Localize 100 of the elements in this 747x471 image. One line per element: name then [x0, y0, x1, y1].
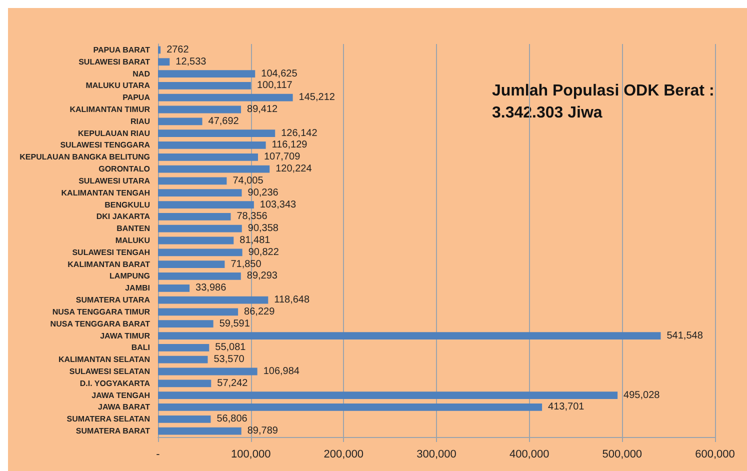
x-tick-label: 500,000: [602, 448, 642, 460]
y-tick-label: SULAWESI SELATAN: [69, 367, 150, 376]
data-label: 103,343: [260, 199, 297, 210]
data-label: 71,850: [230, 258, 262, 270]
bar: [158, 368, 258, 376]
data-label: 89,412: [247, 104, 278, 115]
data-label: 74,005: [232, 175, 264, 186]
data-label: 55,081: [215, 342, 246, 354]
bar: [158, 106, 242, 114]
bar: [158, 58, 170, 66]
y-tick-label: PAPUA BARAT: [93, 45, 150, 54]
y-tick-label: SULAWESI TENGAH: [72, 248, 150, 257]
bar: [158, 165, 270, 173]
y-tick-label: SUMATERA BARAT: [76, 426, 150, 436]
y-tick-label: SULAWESI BARAT: [78, 57, 150, 66]
x-tick-label: 600,000: [695, 448, 735, 460]
bar: [158, 427, 242, 435]
y-tick-label: BANTEN: [116, 224, 150, 234]
y-tick-label: DKI JAKARTA: [96, 212, 150, 222]
y-tick-label: JAWA BARAT: [98, 402, 150, 412]
data-label: 116,129: [272, 140, 308, 151]
x-tick-label: 200,000: [324, 448, 364, 460]
bar: [158, 260, 225, 268]
y-tick-label: KALIMANTAN TIMUR: [70, 105, 150, 114]
data-label: 12,533: [176, 56, 207, 68]
bar: [158, 344, 210, 352]
y-tick-label: RIAU: [130, 116, 150, 126]
y-tick-label: JAWA TENGAH: [92, 390, 150, 400]
bar: [158, 380, 212, 388]
data-label: 56,806: [216, 414, 248, 425]
bar: [158, 130, 276, 138]
y-tick-label: KALIMANTAN BARAT: [68, 260, 150, 269]
x-tick-label: -: [156, 448, 160, 460]
y-tick-label: SULAWESI TENGGARA: [60, 140, 150, 150]
data-label: 90,358: [248, 223, 279, 234]
bar: [158, 94, 293, 102]
bar: [158, 248, 242, 256]
y-tick-label: LAMPUNG: [110, 272, 150, 281]
annotation: Jumlah Populasi ODK Berat : 3.342.303 Jiwa: [492, 82, 719, 122]
bar: [158, 224, 242, 232]
y-tick-label: BENGKULU: [104, 200, 150, 210]
bar: [158, 308, 238, 316]
data-label: 104,625: [261, 68, 298, 80]
y-tick-label: KEPULAUAN BANGKA BELITUNG: [20, 152, 150, 162]
y-tick-label: SUMATERA SELATAN: [66, 414, 150, 424]
data-label: 120,224: [276, 164, 312, 175]
y-tick-label: KEPULAUAN RIAU: [78, 128, 150, 138]
x-tick-label: 300,000: [416, 448, 456, 460]
data-label: 53,570: [214, 354, 245, 366]
y-tick-label: NAD: [132, 69, 150, 78]
y-tick-label: NUSA TENGGARA BARAT: [50, 319, 150, 328]
bar: [158, 332, 661, 340]
bar: [158, 272, 241, 280]
bar: [158, 70, 256, 78]
data-label: 47,692: [208, 116, 240, 127]
data-label: 59,591: [219, 318, 250, 330]
y-tick-label: KALIMANTAN SELATAN: [58, 355, 150, 364]
y-tick-label: SULAWESI UTARA: [78, 176, 150, 186]
bar: [158, 284, 190, 292]
bar: [158, 236, 234, 244]
data-label: 90,236: [248, 187, 279, 198]
y-tick-label: D.I. YOGYAKARTA: [80, 378, 150, 388]
data-label: 2762: [166, 44, 190, 56]
y-tick-label: MALUKU: [115, 236, 150, 245]
bar: [158, 404, 542, 411]
y-tick-label: MALUKU UTARA: [86, 81, 150, 90]
y-tick-label: NUSA TENGGARA TIMUR: [52, 307, 150, 316]
data-label: 33,986: [196, 282, 227, 294]
data-label: 118,648: [274, 294, 310, 306]
y-tick-label: SUMATERA UTARA: [76, 296, 150, 305]
data-label: 89,789: [247, 426, 278, 437]
bar: [158, 142, 266, 149]
data-label: 541,548: [666, 330, 704, 342]
bar: [158, 415, 211, 423]
y-tick-label: KALIMANTAN TENGAH: [61, 188, 150, 198]
x-tick-label: 400,000: [509, 448, 550, 460]
bar: [158, 212, 231, 220]
y-tick-label: JAWA TIMUR: [100, 331, 150, 340]
data-label: 89,293: [246, 270, 278, 282]
bar: [158, 153, 258, 161]
data-label: 81,481: [240, 235, 271, 246]
y-tick-label: GORONTALO: [98, 164, 150, 174]
y-tick-label: BALI: [131, 343, 150, 352]
bar: [158, 392, 618, 400]
y-tick-label: PAPUA: [122, 93, 150, 102]
data-label: 78,356: [236, 211, 268, 222]
bar: [158, 82, 251, 90]
data-label: 126,142: [281, 128, 318, 139]
bar: [158, 201, 254, 208]
bar: [158, 177, 227, 185]
data-label: 495,028: [624, 390, 660, 401]
bar: [158, 46, 161, 54]
data-label: 86,229: [244, 306, 276, 318]
data-label: 145,212: [298, 92, 336, 104]
data-label: 57,242: [217, 378, 248, 389]
bar: [158, 296, 268, 304]
bar: [158, 320, 214, 328]
bar: [158, 189, 242, 197]
x-tick-label: 100,000: [230, 448, 271, 460]
y-tick-label: JAMBI: [125, 284, 150, 293]
